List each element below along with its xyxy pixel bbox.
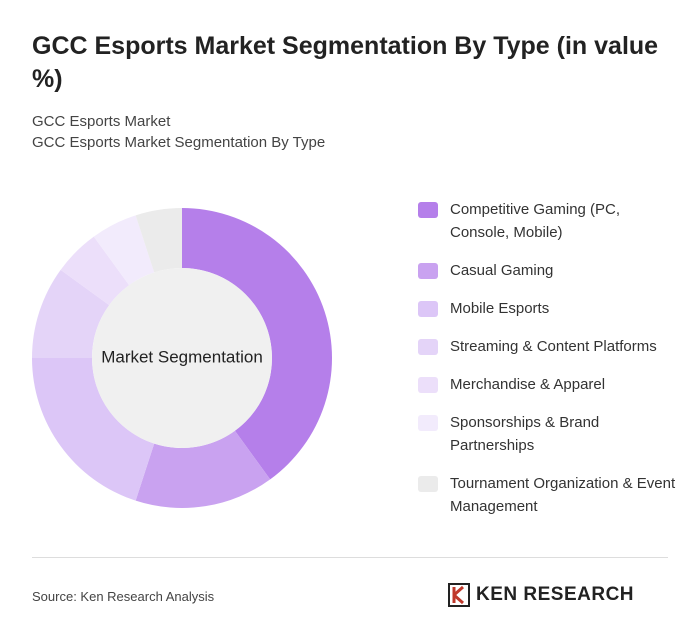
donut-chart: Market Segmentation bbox=[32, 208, 332, 508]
legend-swatch bbox=[418, 202, 438, 218]
legend-item: Casual Gaming bbox=[418, 259, 678, 282]
divider bbox=[32, 557, 668, 558]
legend-label: Streaming & Content Platforms bbox=[450, 338, 657, 355]
legend-swatch bbox=[418, 415, 438, 431]
donut-slice bbox=[93, 215, 155, 286]
legend-swatch bbox=[418, 476, 438, 492]
center-label: Market Segmentation bbox=[101, 347, 263, 366]
legend-item: Sponsorships & Brand Partnerships bbox=[418, 411, 678, 457]
legend-label: Merchandise & Apparel bbox=[450, 376, 606, 393]
donut-slice bbox=[135, 208, 182, 273]
donut-slice bbox=[32, 269, 110, 358]
legend-label: Mobile Esports bbox=[450, 300, 550, 317]
chart-title: GCC Esports Market Segmentation By Type … bbox=[32, 32, 659, 93]
legend-label: Casual Gaming bbox=[450, 262, 554, 279]
legend-label: Tournament Organization & Event Manageme… bbox=[450, 475, 676, 515]
donut-slice bbox=[32, 358, 155, 501]
legend-swatch bbox=[418, 377, 438, 393]
legend-swatch bbox=[418, 301, 438, 317]
donut-hole bbox=[92, 268, 272, 448]
legend-swatch bbox=[418, 263, 438, 279]
donut-slice bbox=[60, 236, 130, 306]
legend-item: Tournament Organization & Event Manageme… bbox=[418, 472, 678, 518]
legend-item: Competitive Gaming (PC, Console, Mobile) bbox=[418, 198, 678, 244]
donut-slice bbox=[182, 208, 332, 480]
legend-item: Mobile Esports bbox=[418, 297, 678, 320]
legend-item: Streaming & Content Platforms bbox=[418, 335, 678, 358]
donut-slice bbox=[135, 430, 271, 508]
legend-swatch bbox=[418, 339, 438, 355]
logo: KEN RESEARCH bbox=[448, 583, 634, 607]
logo-text: KEN RESEARCH bbox=[476, 584, 635, 605]
legend: Competitive Gaming (PC, Console, Mobile)… bbox=[418, 198, 678, 533]
legend-label: Competitive Gaming (PC, Console, Mobile) bbox=[450, 201, 621, 241]
legend-item: Merchandise & Apparel bbox=[418, 373, 678, 396]
logo-icon bbox=[448, 583, 470, 607]
legend-label: Sponsorships & Brand Partnerships bbox=[450, 414, 600, 454]
subtitle: GCC Esports Market Segmentation By Type bbox=[32, 134, 326, 151]
subtitle: GCC Esports Market bbox=[32, 113, 171, 130]
source: Source: Ken Research Analysis bbox=[32, 589, 215, 604]
